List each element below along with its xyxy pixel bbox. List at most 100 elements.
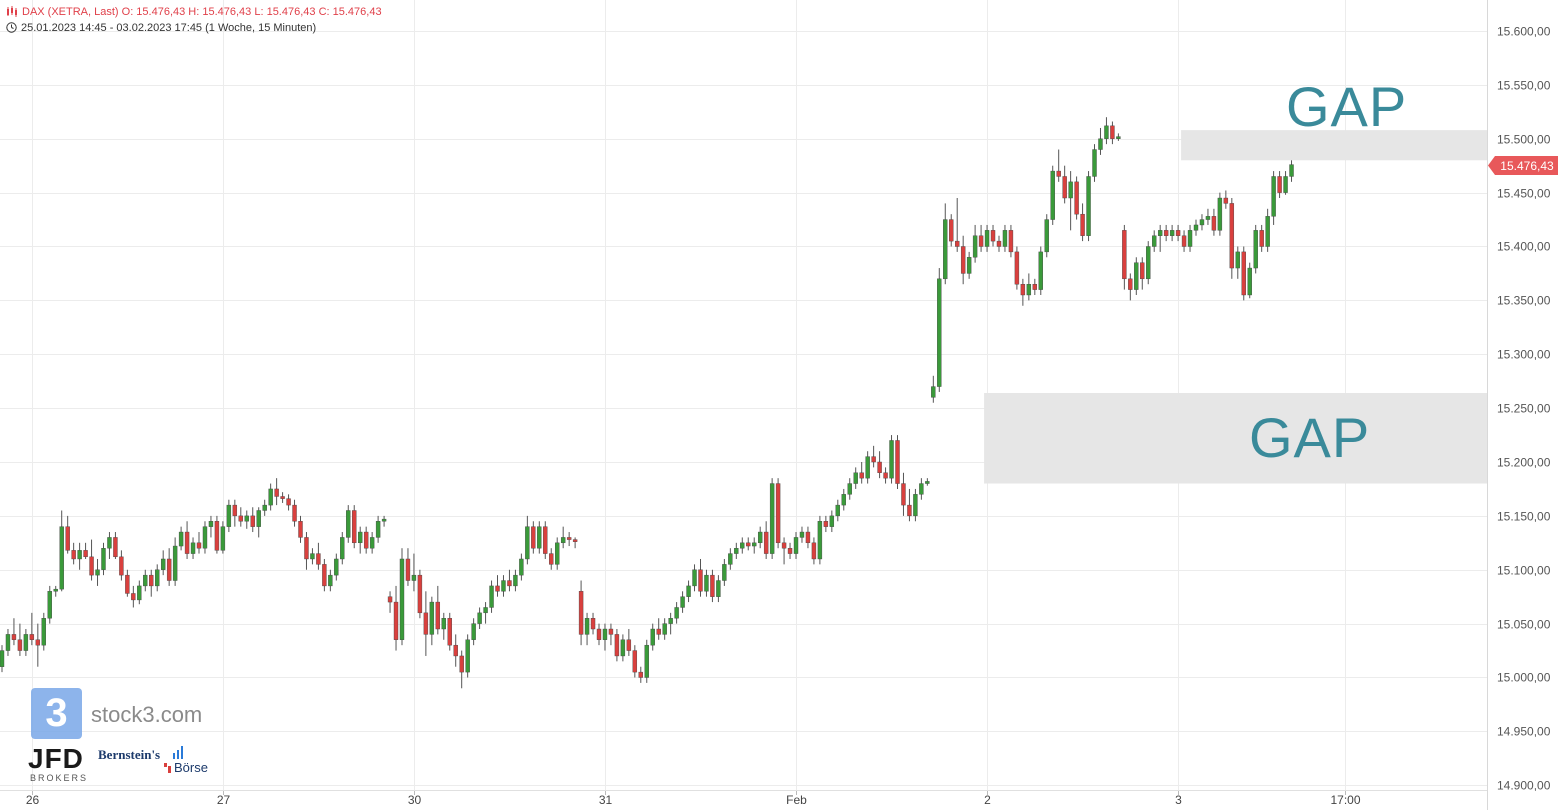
candle-body [340, 537, 345, 560]
candle [507, 569, 512, 592]
candle [1265, 208, 1270, 252]
candle-body [901, 483, 906, 506]
candle-body [525, 526, 530, 560]
candle-body [555, 542, 560, 565]
candle [328, 569, 333, 592]
candle [65, 515, 70, 554]
candle [913, 488, 918, 522]
candle-body [1211, 216, 1217, 231]
candle-body [692, 569, 697, 587]
candle-body [298, 521, 303, 538]
candle-body [334, 558, 339, 576]
candle-body [978, 235, 984, 247]
candle-body [1271, 176, 1276, 217]
candle [501, 575, 506, 597]
candle-body [549, 553, 554, 565]
candle [155, 564, 160, 592]
candle [543, 521, 548, 559]
candle [286, 494, 291, 511]
y-tick-label: 15.400,00 [1497, 240, 1551, 254]
candle [256, 507, 261, 538]
candle [53, 585, 58, 597]
candle-body [119, 556, 124, 576]
y-tick-label: 15.350,00 [1497, 294, 1551, 308]
candle [1157, 224, 1163, 252]
candle [781, 537, 787, 565]
candle [865, 451, 870, 484]
candle-body [23, 634, 29, 651]
candle-body [489, 585, 494, 608]
candle-body [17, 639, 23, 651]
candle [23, 629, 29, 656]
candle [805, 526, 811, 549]
candle-body [608, 628, 614, 635]
candle-body [83, 550, 88, 558]
candle [166, 548, 172, 586]
candle-body [71, 550, 76, 560]
candle-body [746, 542, 751, 547]
candle [435, 585, 441, 635]
candle [1175, 224, 1181, 242]
candle [596, 623, 602, 646]
candle-body [310, 553, 315, 560]
candle [895, 435, 900, 489]
candle [716, 575, 721, 603]
candle [83, 542, 88, 559]
candle-body [620, 639, 626, 657]
candle [1211, 208, 1217, 236]
candle-body [1247, 267, 1252, 296]
candle [1247, 262, 1252, 299]
candle-body [1128, 278, 1133, 290]
time-range-header: 25.01.2023 14:45 - 03.02.2023 17:45 (1 W… [6, 22, 316, 34]
candle-body [411, 574, 417, 581]
candle [358, 526, 363, 554]
candle [387, 591, 393, 613]
candle-body [1265, 216, 1270, 247]
candle [1205, 208, 1211, 225]
candle [859, 462, 864, 484]
candle-body [155, 569, 160, 587]
candle-body [178, 531, 184, 547]
gap-label-lower: GAP [1249, 406, 1371, 469]
candle [178, 526, 184, 551]
candle [1235, 246, 1240, 279]
candle [483, 602, 488, 624]
candle [775, 478, 781, 549]
candle [763, 521, 769, 559]
candle [740, 537, 745, 554]
candle-body [77, 550, 82, 560]
candle-body [859, 472, 864, 479]
candle-body [1068, 181, 1073, 199]
candle [566, 532, 572, 547]
candle-body [322, 564, 327, 587]
candle [513, 569, 518, 592]
candle-body [172, 545, 178, 581]
candle-body [256, 510, 261, 527]
candle [477, 607, 482, 630]
candle [393, 585, 399, 651]
candle-body [680, 596, 685, 608]
candle-body [184, 531, 190, 554]
gap-zone [984, 393, 1487, 484]
candle-body [572, 539, 578, 542]
candle-body [984, 230, 990, 247]
last-price-label: 15.476,43 [1500, 159, 1554, 173]
candle [316, 542, 321, 570]
candle [590, 612, 596, 635]
candle [1080, 203, 1085, 242]
candle [1289, 160, 1294, 182]
candle-body [990, 230, 996, 242]
candle-body [519, 558, 524, 576]
candle [829, 510, 835, 533]
candle [417, 569, 423, 619]
candle [1116, 133, 1121, 141]
candle [322, 558, 327, 592]
candle [238, 507, 244, 527]
instrument-ohlc-header: DAX (XETRA, Last) O: 15.476,43 H: 15.476… [6, 6, 382, 18]
candle [555, 537, 560, 570]
candle [1271, 171, 1276, 225]
candle-body [244, 515, 249, 522]
candle [793, 532, 799, 559]
candle-body [955, 240, 960, 247]
candle [525, 515, 530, 565]
